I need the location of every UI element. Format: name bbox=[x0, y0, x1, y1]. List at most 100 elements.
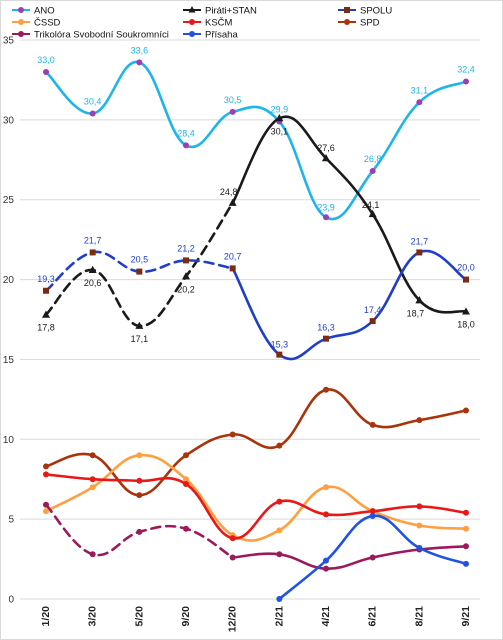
kscm-marker bbox=[136, 477, 143, 484]
kscm-marker bbox=[369, 508, 376, 515]
pirati-stan-marker bbox=[275, 114, 284, 122]
ano-marker bbox=[369, 167, 376, 174]
kscm-marker bbox=[183, 481, 189, 488]
kscm-marker bbox=[229, 535, 236, 542]
cssd-marker bbox=[416, 522, 423, 529]
x-tick-label: 12/20 bbox=[227, 606, 239, 632]
spolu-marker bbox=[43, 287, 49, 294]
pirati-stan-marker bbox=[88, 265, 97, 273]
x-tick-label: 1/20 bbox=[40, 606, 52, 627]
spolu-marker bbox=[369, 318, 376, 325]
spolu-data-label: 19,3 bbox=[37, 274, 55, 284]
legend-entry-ano: ANO bbox=[12, 5, 55, 16]
pirati-stan-marker bbox=[228, 198, 237, 206]
kscm-marker bbox=[276, 498, 283, 505]
trikolora-svobodni-soukromnici-marker bbox=[43, 501, 49, 508]
ano-line bbox=[44, 60, 468, 221]
legend-swatch-marker bbox=[189, 31, 195, 37]
spolu-data-label: 21,7 bbox=[84, 235, 102, 245]
y-tick-label: 20 bbox=[3, 275, 15, 286]
x-tick-label: 2/21 bbox=[273, 606, 285, 627]
y-tick-label: 5 bbox=[8, 515, 14, 526]
kscm-marker bbox=[416, 503, 423, 510]
series-lines bbox=[44, 60, 468, 601]
legend-entry-cssd: ČSSD bbox=[12, 17, 61, 28]
ano-data-label: 33,0 bbox=[37, 55, 55, 65]
cssd-marker bbox=[463, 525, 469, 532]
legend-label: Přísaha bbox=[205, 29, 238, 40]
x-tick-label: 9/21 bbox=[460, 606, 472, 627]
ano-marker bbox=[43, 68, 49, 75]
pirati-stan-data-label: 24,8 bbox=[220, 187, 238, 197]
prisaha-marker bbox=[369, 512, 376, 519]
legend-swatch-marker bbox=[18, 31, 24, 37]
legend-label: SPD bbox=[360, 17, 380, 28]
trikolora-svobodni-soukromnici-marker bbox=[183, 525, 189, 532]
spolu-marker bbox=[416, 249, 423, 256]
pirati-stan-data-label: 20,2 bbox=[177, 284, 195, 294]
y-tick-label: 0 bbox=[8, 595, 14, 606]
cssd-marker bbox=[276, 527, 283, 534]
ano-marker bbox=[183, 142, 189, 149]
ano-data-label: 28,4 bbox=[177, 128, 195, 138]
trikolora-svobodni-soukromnici-marker bbox=[369, 554, 376, 561]
spolu-data-label: 21,7 bbox=[411, 236, 429, 246]
pirati-stan-data-label: 18,7 bbox=[407, 308, 425, 318]
spolu-marker bbox=[323, 335, 329, 342]
trikolora-svobodni-soukromnici-marker bbox=[276, 551, 283, 558]
legend-label: ČSSD bbox=[34, 17, 61, 28]
spd-marker bbox=[229, 431, 236, 438]
pirati-stan-marker bbox=[42, 310, 50, 318]
y-tick-label: 35 bbox=[3, 36, 15, 47]
x-tick-label: 6/21 bbox=[367, 606, 379, 627]
ano-marker bbox=[89, 110, 96, 117]
kscm-marker bbox=[323, 511, 329, 518]
pirati-stan-data-label: 24,1 bbox=[362, 200, 380, 210]
pirati-stan-marker bbox=[462, 307, 470, 315]
spolu-marker bbox=[463, 276, 469, 283]
legend-label: ANO bbox=[34, 5, 55, 16]
x-axis: 1/20 3/20 5/20 9/20 12/20 2/21 4/21 6/21 8/21 9/2… bbox=[40, 606, 472, 632]
legend-entry-spolu: SPOLU bbox=[338, 5, 392, 16]
prisaha-marker bbox=[323, 557, 329, 564]
legend-label: KSČM bbox=[205, 17, 233, 28]
spolu-data-label: 21,2 bbox=[177, 243, 195, 253]
ano-data-label: 26,8 bbox=[364, 154, 382, 164]
ano-data-label: 31,1 bbox=[411, 85, 429, 95]
spd-marker bbox=[43, 463, 49, 470]
cssd-line bbox=[44, 453, 468, 542]
cssd-marker bbox=[136, 452, 143, 459]
prisaha-marker bbox=[276, 596, 283, 602]
pirati-stan-marker bbox=[182, 272, 190, 280]
ano-marker bbox=[463, 78, 469, 85]
cssd-marker bbox=[89, 484, 96, 491]
legend-entry-prisaha: Přísaha bbox=[183, 29, 238, 40]
pirati-stan-data-label: 17,8 bbox=[37, 323, 55, 333]
pirati-stan-data-label: 30,1 bbox=[271, 126, 289, 136]
spd-marker bbox=[276, 442, 283, 449]
x-tick-label: 3/20 bbox=[87, 606, 99, 627]
trikolora-svobodni-soukromnici-marker bbox=[323, 565, 329, 572]
trikolora-svobodni-soukromnici-line bbox=[231, 545, 468, 571]
pirati-stan-line bbox=[231, 115, 468, 314]
legend-swatch-marker bbox=[18, 19, 24, 25]
legend-label: SPOLU bbox=[360, 5, 392, 16]
legend-label: Trikolóra Svobodní Soukromníci bbox=[34, 29, 169, 40]
ano-data-label: 32,4 bbox=[457, 65, 475, 75]
pirati-stan-data-label: 17,1 bbox=[131, 334, 149, 344]
legend-swatch-marker bbox=[189, 19, 195, 25]
ano-data-label: 30,4 bbox=[84, 96, 102, 106]
spolu-marker bbox=[136, 268, 143, 275]
cssd-marker bbox=[323, 484, 329, 491]
y-tick-label: 30 bbox=[3, 115, 15, 126]
ano-marker bbox=[136, 59, 143, 66]
spd-marker bbox=[89, 452, 96, 459]
legend-entry-pirati-stan: Piráti+STAN bbox=[183, 5, 257, 16]
ano-data-label: 23,9 bbox=[317, 202, 335, 212]
pirati-stan-data-label: 20,6 bbox=[84, 278, 102, 288]
x-tick-label: 5/20 bbox=[133, 606, 145, 627]
spolu-data-label: 20,7 bbox=[224, 251, 242, 261]
cssd-marker bbox=[43, 508, 49, 515]
y-tick-label: 10 bbox=[3, 435, 15, 446]
pirati-stan-marker bbox=[415, 296, 424, 304]
